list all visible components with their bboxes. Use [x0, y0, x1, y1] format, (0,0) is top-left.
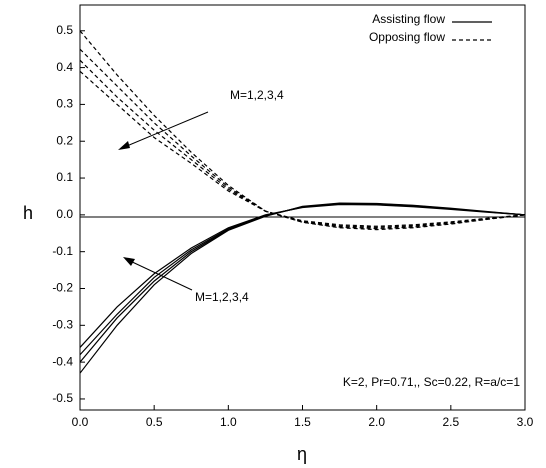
x-tick-label: 1.5	[294, 415, 311, 429]
legend-label: Assisting flow	[372, 12, 445, 26]
arrow	[127, 259, 193, 291]
x-axis-label: η	[297, 444, 307, 464]
y-tick-label: -0.4	[52, 354, 73, 368]
x-tick-label: 0.5	[146, 415, 163, 429]
line	[79, 203, 526, 356]
arrow-head	[118, 141, 130, 150]
y-tick-label: -0.2	[52, 281, 73, 295]
x-tick-label: 3.0	[517, 415, 534, 429]
x-tick-label: 2.0	[368, 415, 385, 429]
annotation: M=1,2,3,4	[195, 290, 249, 304]
y-tick-label: 0.3	[56, 97, 73, 111]
line	[79, 202, 526, 363]
annotation: K=2, Pr=0.71,, Sc=0.22, R=a/c=1	[343, 375, 520, 389]
line	[79, 203, 526, 348]
annotation: M=1,2,3,4	[230, 88, 284, 102]
line	[79, 70, 526, 227]
y-tick-label: -0.3	[52, 317, 73, 331]
y-tick-label: 0.5	[56, 23, 73, 37]
y-tick-label: 0.0	[56, 207, 73, 221]
y-tick-label: 0.4	[56, 60, 73, 74]
y-tick-label: -0.5	[52, 391, 73, 405]
y-axis-label: h	[23, 203, 33, 223]
line	[79, 48, 526, 230]
y-tick-label: 0.2	[56, 133, 73, 147]
x-tick-label: 0.0	[72, 415, 89, 429]
arrow-head	[123, 257, 135, 266]
x-tick-label: 1.0	[220, 415, 237, 429]
line	[79, 202, 526, 374]
x-tick-label: 2.5	[442, 415, 459, 429]
line	[79, 59, 526, 228]
y-tick-label: 0.1	[56, 170, 73, 184]
y-tick-label: -0.1	[52, 244, 73, 258]
line	[79, 30, 526, 231]
arrow	[121, 111, 209, 149]
legend-label: Opposing flow	[369, 30, 445, 44]
